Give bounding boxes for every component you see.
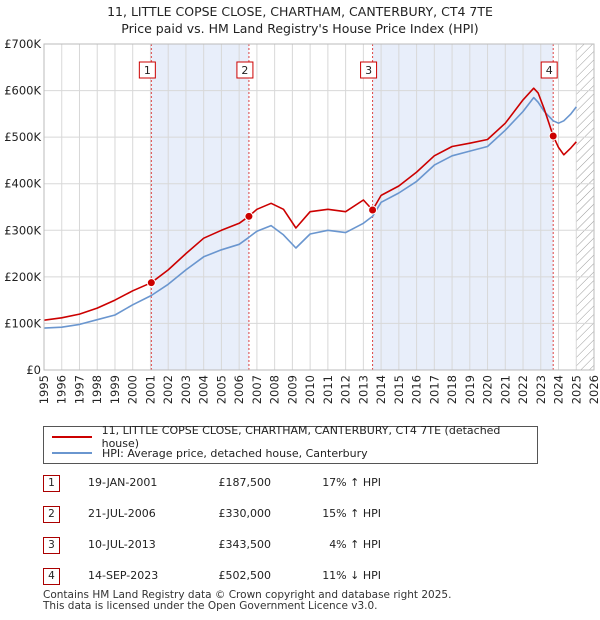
chart-title: 11, LITTLE COPSE CLOSE, CHARTHAM, CANTER…	[0, 3, 600, 37]
sale-label-box	[138, 61, 156, 79]
y-tick-label: £200K	[4, 270, 41, 284]
legend-label-hpi: HPI: Average price, detached house, Cant…	[102, 446, 368, 460]
x-tick-label: 2013	[356, 375, 370, 404]
transaction-hpi: 15% ↑ HPI	[322, 507, 381, 520]
x-tick-label: 2001	[143, 375, 157, 404]
x-tick-label: 2018	[445, 375, 459, 404]
x-tick-label: 2014	[374, 375, 388, 404]
sale-point	[548, 131, 558, 141]
hpi-line	[44, 96, 577, 329]
sale-label: 1	[144, 64, 151, 77]
x-tick-label: 2004	[197, 375, 211, 404]
transaction-hpi: 11% ↓ HPI	[322, 569, 381, 582]
transaction-badge: 1	[43, 475, 60, 492]
footer: Contains HM Land Registry data © Crown c…	[43, 590, 451, 612]
axes: £0 £100K £200K £300K £400K £500K £600K £700K 199…	[4, 37, 600, 404]
transaction-price: £502,500	[218, 569, 272, 582]
transaction-price: £187,500	[218, 476, 272, 489]
x-tick-label: 2015	[392, 375, 406, 404]
sale-points	[146, 131, 558, 288]
sale-point	[244, 211, 254, 221]
x-tick-label: 2016	[410, 375, 424, 404]
transaction-date: 14-SEP-2023	[88, 569, 159, 582]
plot-frame	[43, 43, 595, 371]
footer-line1: Contains HM Land Registry data © Crown c…	[43, 589, 452, 601]
x-tick-label: 2000	[126, 375, 140, 404]
x-tick-label: 1999	[108, 375, 122, 404]
y-tick-label: £600K	[4, 84, 41, 98]
shaded-range	[151, 44, 249, 370]
transaction-price: £343,500	[218, 538, 272, 551]
footer-line2: This data is licensed under the Open Gov…	[43, 600, 378, 612]
sale-label-box	[360, 61, 378, 79]
transaction-date: 21-JUL-2006	[88, 507, 156, 520]
sale-label-box	[540, 61, 558, 79]
sale-label: 3	[365, 64, 372, 77]
transaction-badge: 2	[43, 506, 60, 523]
y-tick-label: £700K	[4, 37, 41, 51]
legend-item-hpi: HPI: Average price, detached house, Cant…	[52, 445, 368, 461]
table-row: 1 19-JAN-2001 £187,500 17% ↑ HPI	[43, 475, 463, 495]
sale-label-box	[236, 61, 254, 79]
series-lines	[44, 87, 577, 329]
x-tick-label: 2005	[214, 375, 228, 404]
x-tick-label: 2007	[250, 375, 264, 404]
x-tick-label: 2011	[321, 375, 335, 404]
x-tick-label: 2023	[534, 375, 548, 404]
x-tick-label: 2026	[587, 375, 600, 404]
transaction-date: 10-JUL-2013	[88, 538, 156, 551]
x-tick-label: 2024	[552, 375, 566, 404]
transaction-badge: 4	[43, 568, 60, 585]
sale-labels: 1 2 3 4	[138, 61, 558, 79]
sale-point	[146, 278, 156, 288]
x-tick-label: 2019	[463, 375, 477, 404]
transaction-hpi: 17% ↑ HPI	[322, 476, 381, 489]
legend: 11, LITTLE COPSE CLOSE, CHARTHAM, CANTER…	[43, 424, 538, 464]
table-row: 2 21-JUL-2006 £330,000 15% ↑ HPI	[43, 506, 463, 526]
y-tick-label: £300K	[4, 223, 41, 237]
y-tick-label: £100K	[4, 316, 41, 330]
transaction-price: £330,000	[218, 507, 272, 520]
transaction-date: 19-JAN-2001	[88, 476, 158, 489]
table-row: 3 10-JUL-2013 £343,500 4% ↑ HPI	[43, 537, 463, 557]
future-hatch	[576, 44, 594, 370]
sale-point	[368, 205, 378, 215]
x-tick-label: 1997	[72, 375, 86, 404]
legend-swatch-price	[52, 436, 92, 438]
y-tick-label: £500K	[4, 130, 41, 144]
x-tick-label: 1995	[37, 375, 51, 404]
chart-title-line1: 11, LITTLE COPSE CLOSE, CHARTHAM, CANTER…	[107, 4, 493, 19]
price-paid-line	[44, 87, 577, 321]
price-chart: 1 2 3 4 £0 £100K £200K £300K £400K £500K £600K £70…	[4, 37, 600, 404]
x-tick-label: 2022	[516, 375, 530, 404]
y-tick-label: £400K	[4, 177, 41, 191]
y-tick-label: £0	[26, 363, 41, 377]
x-tick-label: 2002	[161, 375, 175, 404]
legend-label-price: 11, LITTLE COPSE CLOSE, CHARTHAM, CANTER…	[101, 424, 501, 450]
x-tick-label: 2008	[268, 375, 282, 404]
transaction-hpi: 4% ↑ HPI	[329, 538, 381, 551]
table-row: 4 14-SEP-2023 £502,500 11% ↓ HPI	[43, 568, 463, 588]
x-tick-label: 1996	[55, 375, 69, 404]
chart-title-line2: Price paid vs. HM Land Registry's House …	[121, 21, 479, 36]
x-tick-label: 2006	[232, 375, 246, 404]
legend-swatch-hpi	[52, 452, 92, 454]
legend-item-price: 11, LITTLE COPSE CLOSE, CHARTHAM, CANTER…	[52, 424, 537, 450]
x-tick-label: 2010	[303, 375, 317, 404]
x-tick-label: 2009	[285, 375, 299, 404]
x-tick-label: 2012	[339, 375, 353, 404]
x-tick-label: 2003	[179, 375, 193, 404]
x-tick-label: 2017	[427, 375, 441, 404]
transaction-badge: 3	[43, 537, 60, 554]
sale-label: 2	[241, 64, 248, 77]
sale-label: 4	[546, 64, 553, 77]
x-tick-label: 1998	[90, 375, 104, 404]
shaded-range	[372, 44, 554, 370]
x-tick-label: 2021	[498, 375, 512, 404]
x-tick-label: 2020	[481, 375, 495, 404]
x-tick-label: 2025	[569, 375, 583, 404]
